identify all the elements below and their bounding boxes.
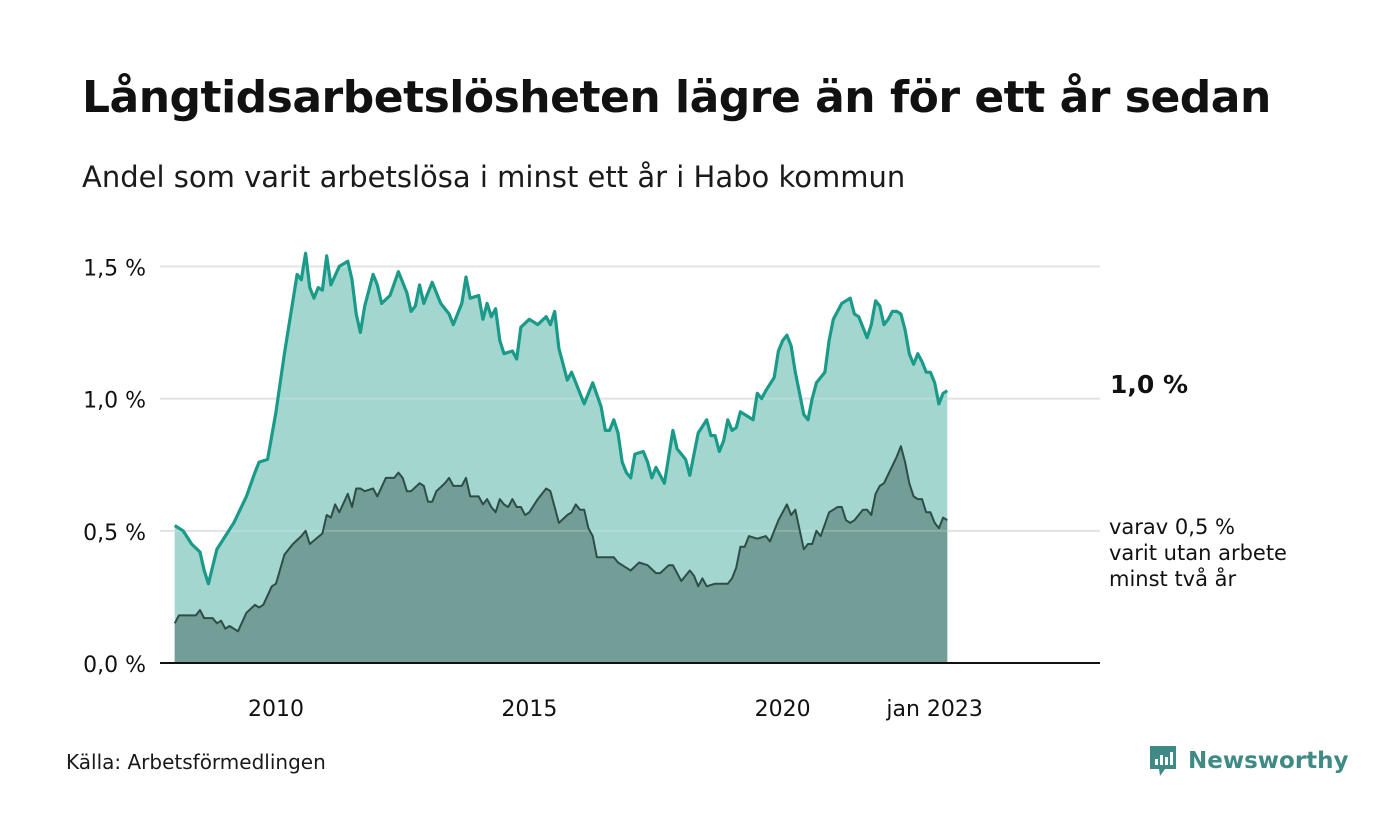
logo-text: Newsworthy bbox=[1188, 748, 1349, 774]
y-tick-label: 1,5 % bbox=[83, 256, 146, 281]
x-tick-label: 2020 bbox=[755, 697, 811, 722]
chart-title: Långtidsarbetslösheten lägre än för ett … bbox=[82, 72, 1271, 123]
sub-area bbox=[174, 446, 948, 663]
y-tick-label: 0,0 % bbox=[83, 653, 146, 678]
chart-subtitle: Andel som varit arbetslösa i minst ett å… bbox=[82, 160, 906, 194]
sub-line bbox=[173, 445, 948, 633]
x-tick-label: 2010 bbox=[248, 697, 304, 722]
y-tick-label: 1,0 % bbox=[83, 389, 146, 414]
bar-chart-icon bbox=[1150, 746, 1176, 776]
newsworthy-logo: Newsworthy bbox=[1148, 744, 1349, 778]
source-note: Källa: Arbetsförmedlingen bbox=[66, 750, 326, 774]
x-tick-label: jan 2023 bbox=[885, 697, 983, 722]
total-line bbox=[173, 251, 949, 586]
x-tick-label: 2015 bbox=[501, 697, 557, 722]
sub-series-label: varav 0,5 % varit utan arbete minst två … bbox=[1109, 515, 1287, 591]
latest-value-label: 1,0 % bbox=[1110, 370, 1189, 399]
y-tick-label: 0,5 % bbox=[83, 521, 146, 546]
